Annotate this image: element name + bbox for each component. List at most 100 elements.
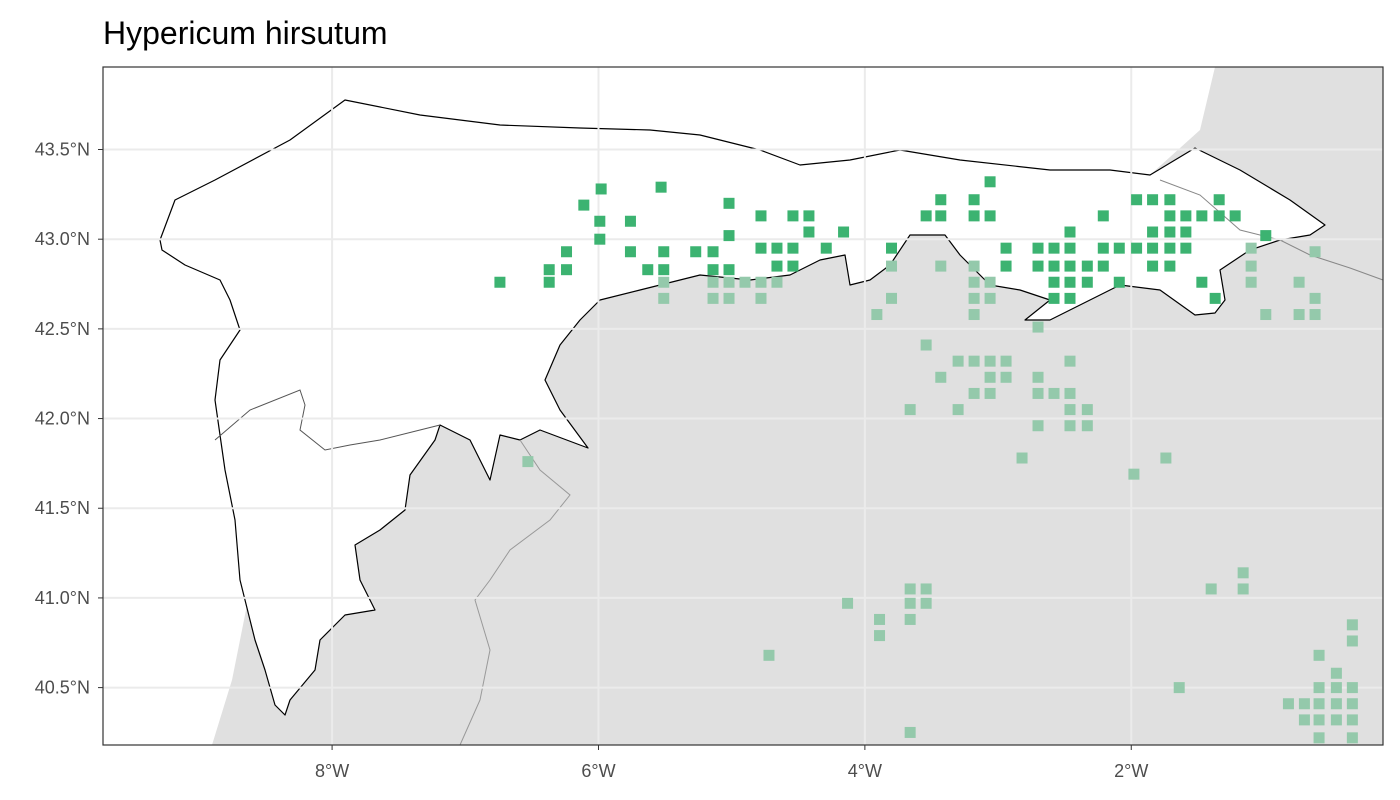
occurrence-cell [561,264,573,276]
occurrence-cell [803,226,815,238]
occurrence-cell [984,292,996,304]
occurrence-cell [935,371,947,383]
occurrence-cell [1237,583,1249,595]
occurrence-cell [1346,635,1358,647]
occurrence-cell [771,276,783,288]
occurrence-cell [968,355,980,367]
occurrence-cell [904,597,916,609]
occurrence-cell [803,210,815,222]
occurrence-cell [1097,210,1109,222]
occurrence-cell [1064,292,1076,304]
occurrence-cell [935,194,947,206]
occurrence-cell [1048,292,1060,304]
occurrence-cell [1048,242,1060,254]
occurrence-cell [984,176,996,188]
occurrence-cell [723,264,735,276]
occurrence-cell [1229,210,1241,222]
occurrence-cell [1131,194,1143,206]
occurrence-cell [1196,210,1208,222]
occurrence-cell [1147,242,1159,254]
y-tick-label: 40.5°N [35,678,90,698]
occurrence-cell [755,242,767,254]
occurrence-cell [1032,242,1044,254]
occurrence-cell [1081,404,1093,416]
occurrence-cell [1032,321,1044,333]
axes: 8°W 6°W 4°W 2°W 40.5°N 41.0°N 41.5°N 42.0°N 42.5… [35,140,1149,781]
occurrence-cell [904,613,916,625]
occurrence-cell [904,404,916,416]
occurrence-cell [771,260,783,272]
occurrence-cell [1313,649,1325,661]
occurrence-cell [543,276,555,288]
occurrence-cell [624,215,636,227]
occurrence-cell [1293,309,1305,321]
occurrence-cell [935,210,947,222]
occurrence-cell [1180,242,1192,254]
occurrence-cell [1000,260,1012,272]
occurrence-cell [1213,194,1225,206]
occurrence-cell [838,226,850,238]
internal-border [459,439,571,746]
occurrence-cell [739,276,751,288]
occurrence-cell [1164,226,1176,238]
occurrence-cell [1064,276,1076,288]
occurrence-cell [1330,667,1342,679]
occurrence-cell [968,210,980,222]
occurrence-cell [787,242,799,254]
occurrence-cell [1309,309,1321,321]
occurrence-cell [522,456,534,468]
occurrence-cell [1064,420,1076,432]
occurrence-cell [658,246,670,258]
occurrence-cell [984,371,996,383]
occurrence-cell [1048,387,1060,399]
occurrence-cell [1113,276,1125,288]
occurrence-cell [723,197,735,209]
occurrence-cell [1245,260,1257,272]
occurrence-cell [1180,226,1192,238]
occurrence-cell [1097,260,1109,272]
occurrence-cell [595,183,607,195]
occurrence-cell [1064,226,1076,238]
occurrence-cell [594,233,606,245]
occurrence-cell [787,210,799,222]
occurrence-cell [842,597,854,609]
occurrence-cell [1032,260,1044,272]
occurrence-cell [1147,226,1159,238]
occurrence-cell [1245,242,1257,254]
map-background [103,67,1384,746]
region [159,99,1326,716]
occurrence-cell [1313,714,1325,726]
occurrence-cell [624,246,636,258]
occurrence-cell [755,276,767,288]
occurrence-cell [952,355,964,367]
occurrence-cell [1346,619,1358,631]
occurrence-cell [1173,682,1185,694]
occurrence-cell [1346,682,1358,694]
occurrence-cell [1064,387,1076,399]
occurrence-cell [707,246,719,258]
occurrence-cell [968,292,980,304]
occurrence-cell [1032,387,1044,399]
occurrence-cell [1032,371,1044,383]
occurrence-cell [1330,682,1342,694]
occurrence-cell [1260,309,1272,321]
occurrence-cell [755,292,767,304]
y-tick-label: 43.0°N [35,229,90,249]
occurrence-cell [707,264,719,276]
occurrence-cell [1164,194,1176,206]
occurrence-cell [886,292,898,304]
occurrence-cell [658,264,670,276]
x-tick-label: 4°W [848,761,882,781]
occurrence-cell [787,260,799,272]
occurrence-cell [723,276,735,288]
occurrence-cell [1196,276,1208,288]
occurrence-cell [723,292,735,304]
panel-border [102,66,1384,746]
occurrence-cell [1313,682,1325,694]
occurrence-cell [904,726,916,738]
occurrence-cell [820,242,832,254]
occurrence-cell [1213,210,1225,222]
occurrence-cell [1128,468,1140,480]
occurrence-cell [920,583,932,595]
